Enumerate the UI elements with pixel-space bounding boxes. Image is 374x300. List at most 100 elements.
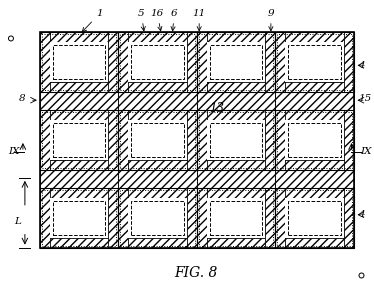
- Text: 13: 13: [209, 102, 225, 115]
- Bar: [118, 188, 128, 248]
- Bar: [50, 120, 108, 160]
- Bar: [42, 190, 116, 246]
- Bar: [108, 32, 118, 92]
- Bar: [40, 238, 118, 248]
- Bar: [40, 160, 118, 170]
- Bar: [40, 188, 118, 248]
- Bar: [131, 201, 184, 235]
- Bar: [128, 42, 187, 82]
- Bar: [40, 82, 118, 92]
- Bar: [53, 45, 105, 79]
- Bar: [197, 32, 275, 42]
- Bar: [40, 82, 79, 92]
- Bar: [118, 32, 197, 92]
- Bar: [118, 92, 197, 110]
- Bar: [197, 82, 236, 92]
- Bar: [275, 32, 353, 42]
- Bar: [40, 32, 118, 92]
- Bar: [197, 110, 207, 170]
- Bar: [288, 123, 341, 157]
- Bar: [108, 188, 118, 248]
- Bar: [199, 34, 273, 90]
- Bar: [42, 112, 116, 168]
- Bar: [275, 188, 285, 248]
- Bar: [275, 188, 314, 198]
- Bar: [40, 92, 118, 110]
- Bar: [197, 32, 275, 92]
- Bar: [197, 92, 275, 110]
- Bar: [118, 110, 197, 170]
- Bar: [187, 110, 197, 170]
- Bar: [210, 123, 262, 157]
- Bar: [265, 110, 275, 170]
- Bar: [187, 188, 197, 248]
- Bar: [40, 188, 118, 248]
- Bar: [288, 201, 341, 235]
- Bar: [50, 198, 108, 238]
- Bar: [40, 170, 118, 188]
- Bar: [275, 188, 353, 198]
- Bar: [314, 82, 353, 92]
- Text: 15: 15: [359, 94, 372, 103]
- Bar: [40, 32, 353, 248]
- Bar: [118, 188, 197, 248]
- Bar: [197, 82, 275, 92]
- Bar: [236, 188, 275, 198]
- Bar: [197, 160, 275, 170]
- Bar: [118, 110, 128, 170]
- Bar: [118, 32, 197, 42]
- Bar: [40, 110, 50, 170]
- Bar: [207, 120, 265, 160]
- Text: 5: 5: [138, 9, 145, 31]
- Bar: [42, 34, 116, 90]
- Bar: [118, 82, 197, 92]
- Bar: [120, 112, 195, 168]
- Bar: [40, 110, 118, 120]
- Bar: [285, 198, 344, 238]
- Text: 6: 6: [171, 9, 178, 31]
- Bar: [120, 190, 195, 246]
- Bar: [118, 110, 197, 170]
- Bar: [275, 92, 353, 110]
- Bar: [199, 112, 273, 168]
- Text: IX: IX: [361, 148, 372, 157]
- Text: 9: 9: [267, 9, 274, 31]
- Bar: [157, 82, 197, 92]
- Bar: [40, 188, 50, 248]
- Bar: [207, 42, 265, 82]
- Bar: [275, 110, 353, 170]
- Bar: [197, 160, 236, 170]
- Bar: [275, 110, 285, 170]
- Bar: [197, 188, 275, 248]
- Text: 16: 16: [151, 9, 164, 31]
- Bar: [40, 160, 79, 170]
- Text: L: L: [15, 217, 21, 226]
- Bar: [288, 45, 341, 79]
- Bar: [197, 170, 275, 188]
- Bar: [40, 188, 118, 198]
- Bar: [118, 188, 197, 248]
- Bar: [197, 110, 275, 170]
- Bar: [108, 110, 118, 170]
- Bar: [50, 42, 108, 82]
- Bar: [277, 190, 352, 246]
- Bar: [197, 32, 275, 92]
- Bar: [277, 112, 352, 168]
- Bar: [199, 190, 273, 246]
- Bar: [275, 188, 353, 248]
- Text: 1: 1: [82, 9, 103, 32]
- Bar: [344, 32, 353, 92]
- Bar: [275, 160, 353, 170]
- Bar: [275, 170, 353, 188]
- Text: 8: 8: [19, 94, 25, 103]
- Bar: [118, 110, 157, 120]
- Bar: [285, 42, 344, 82]
- Bar: [53, 201, 105, 235]
- Bar: [40, 110, 118, 170]
- Bar: [131, 123, 184, 157]
- Bar: [40, 32, 353, 248]
- Bar: [118, 188, 157, 198]
- Bar: [285, 120, 344, 160]
- Text: FIG. 8: FIG. 8: [175, 266, 218, 280]
- Bar: [118, 238, 197, 248]
